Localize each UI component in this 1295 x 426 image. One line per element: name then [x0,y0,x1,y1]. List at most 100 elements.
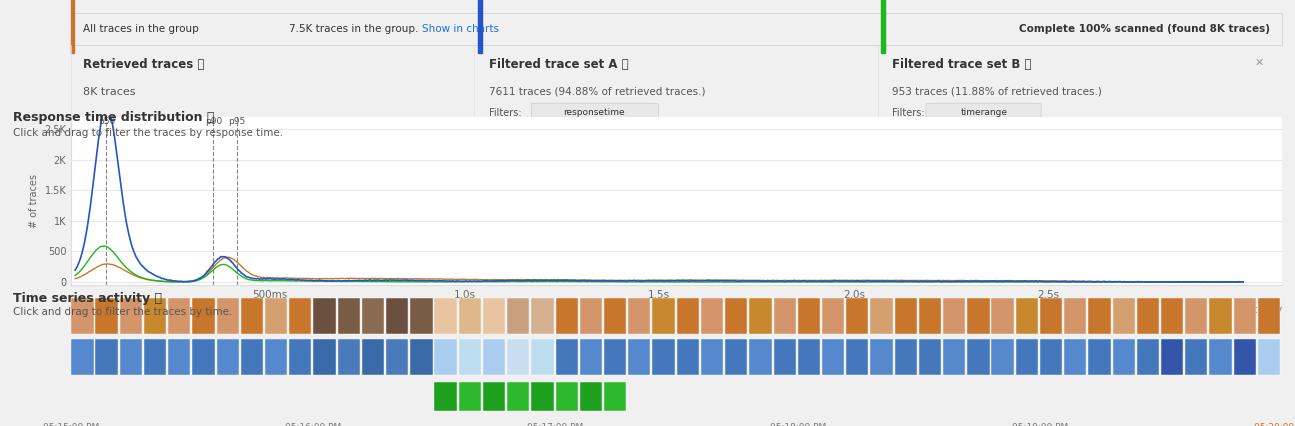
Bar [1257,298,1281,334]
Bar [943,339,965,375]
Bar [386,339,408,375]
Text: p95: p95 [228,117,245,126]
Text: Complete 100% scanned (found 8K traces): Complete 100% scanned (found 8K traces) [1019,24,1270,34]
Bar [1064,298,1087,334]
Text: Filtered trace set A ⓘ: Filtered trace set A ⓘ [490,58,628,71]
Bar [192,298,215,334]
Bar [361,339,385,375]
Bar [338,298,360,334]
Bar [882,0,884,54]
Bar [411,339,433,375]
Text: 05:19:00 PM: 05:19:00 PM [1011,423,1068,426]
Bar [1137,298,1159,334]
Bar [508,298,530,334]
Bar [96,298,118,334]
Bar [1160,298,1184,334]
Text: p50: p50 [97,117,115,126]
Bar [289,339,312,375]
Bar [967,298,989,334]
Text: 05:18:00 PM: 05:18:00 PM [769,423,826,426]
Bar [1112,339,1134,375]
Text: 05:17:00 PM: 05:17:00 PM [527,423,584,426]
Text: 8K traces: 8K traces [83,86,136,97]
Bar [1088,339,1111,375]
Bar [1257,339,1281,375]
Text: ✕: ✕ [1255,58,1264,68]
Bar [653,298,675,334]
Bar [289,298,312,334]
Bar [773,339,796,375]
Bar [1040,298,1062,334]
Bar [603,339,627,375]
Bar [1234,298,1256,334]
Bar [265,298,287,334]
Bar [458,298,480,334]
Bar [1210,339,1232,375]
Bar [701,298,723,334]
Bar [750,298,772,334]
Bar [411,298,433,334]
Bar [943,298,965,334]
Text: 7.5K traces in the group.: 7.5K traces in the group. [289,24,418,34]
Y-axis label: # of traces: # of traces [28,174,39,228]
Bar [1185,298,1207,334]
Bar [822,339,844,375]
Bar [96,339,118,375]
Bar [580,383,602,411]
Bar [241,339,263,375]
Bar [603,383,627,411]
Bar [895,339,917,375]
Bar [628,339,650,375]
Bar [168,339,190,375]
Bar [603,298,627,334]
Bar [1185,339,1207,375]
Bar [1040,339,1062,375]
Bar [895,298,917,334]
Bar [1015,298,1039,334]
Text: responsetime: responsetime [563,108,625,117]
Bar [241,298,263,334]
Bar [478,0,482,54]
Bar [216,339,238,375]
Bar [725,298,747,334]
Bar [168,298,190,334]
Bar [846,298,869,334]
Bar [628,298,650,334]
Bar [822,298,844,334]
Bar [386,298,408,334]
Text: 953 traces (11.88% of retrieved traces.): 953 traces (11.88% of retrieved traces.) [892,86,1102,97]
Bar [434,298,457,334]
Bar [1112,298,1134,334]
Bar [701,339,723,375]
Bar [1064,339,1087,375]
Text: 05:16:00 PM: 05:16:00 PM [285,423,342,426]
Bar [434,339,457,375]
Bar [1160,339,1184,375]
Bar [458,339,480,375]
Bar [1137,339,1159,375]
Bar [483,383,505,411]
Bar [870,298,892,334]
Text: Click and drag to filter the traces by response time.: Click and drag to filter the traces by r… [13,129,284,138]
Bar [531,339,554,375]
Bar [919,298,941,334]
Bar [919,339,941,375]
Bar [677,339,699,375]
Bar [556,339,578,375]
Bar [773,298,796,334]
Bar [870,339,892,375]
Text: timerange: timerange [961,108,1008,117]
Bar [531,383,554,411]
Bar [750,339,772,375]
Bar [677,298,699,334]
Bar [725,339,747,375]
Bar [71,298,93,334]
Bar [313,298,335,334]
Bar [483,298,505,334]
Bar [653,339,675,375]
Bar [71,339,93,375]
Text: All traces in the group: All traces in the group [83,24,206,34]
Bar [216,298,238,334]
Bar [119,298,142,334]
Bar [846,339,869,375]
